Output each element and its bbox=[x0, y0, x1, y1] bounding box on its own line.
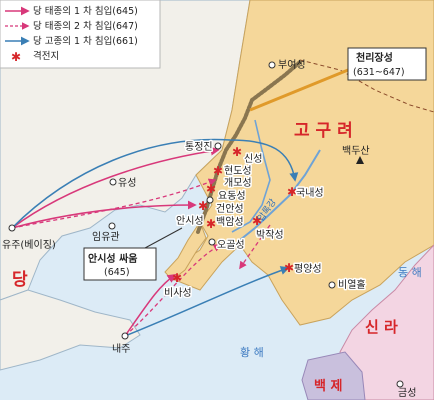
place-bakjak: 박작성 bbox=[256, 229, 284, 241]
region-tang: 당 bbox=[12, 270, 28, 290]
place-baegam: 백암성 bbox=[216, 216, 244, 228]
battle-marker-bakjak: ✱ bbox=[252, 214, 262, 228]
route-645-sea bbox=[124, 274, 177, 337]
dot-geonan bbox=[206, 196, 214, 204]
shandong-land bbox=[0, 289, 141, 371]
cheolli-leader-line bbox=[249, 68, 349, 112]
battle-marker-sinseong: ✱ bbox=[232, 145, 242, 159]
place-baekdu: 백두산 bbox=[342, 145, 370, 157]
place-ansi: 안시성 bbox=[176, 215, 204, 227]
dot-yuju bbox=[8, 224, 16, 232]
battle-marker-yodong: ✱ bbox=[206, 182, 216, 196]
ansi-year: (645) bbox=[104, 267, 130, 278]
amnok-river bbox=[239, 149, 321, 241]
route-647-sea bbox=[124, 244, 222, 337]
dot-tongjeong bbox=[214, 142, 222, 150]
battle-markers: ✱ ✱ ✱ ✱ ✱ ✱ ✱ ✱ ✱ bbox=[172, 145, 297, 285]
region-baekje: 백 제 bbox=[314, 379, 342, 394]
dot-geumseong bbox=[396, 380, 404, 388]
place-sinseong: 신성 bbox=[244, 153, 262, 165]
legend-first-invasion: 당 태종의 1 차 침입(645) bbox=[33, 5, 138, 17]
route-645-land bbox=[11, 146, 220, 229]
battle-marker-biseong: ✱ bbox=[172, 271, 182, 285]
mountain-icon bbox=[356, 156, 364, 164]
place-ogol: 오골성 bbox=[217, 239, 245, 251]
place-buyeo: 부여성 bbox=[278, 59, 306, 71]
place-biseong: 비사성 bbox=[164, 287, 192, 299]
place-gaemo: 개모성 bbox=[224, 177, 252, 189]
dot-ogol bbox=[208, 238, 216, 246]
sea-east: 동 해 bbox=[398, 265, 422, 279]
route-661-land bbox=[11, 138, 299, 229]
sea-yellow: 황 해 bbox=[240, 345, 264, 359]
place-imyugwan: 임유관 bbox=[92, 230, 120, 243]
goguryeo-land bbox=[174, 0, 434, 326]
legend-battle-site: 격전지 bbox=[33, 50, 59, 62]
ansi-box bbox=[83, 247, 157, 281]
dot-imyugwan bbox=[108, 222, 116, 230]
battle-marker-gungnae: ✱ bbox=[287, 185, 297, 199]
dot-naeju bbox=[121, 332, 129, 340]
legend-second-invasion: 당 태종의 2 차 침입(647) bbox=[33, 20, 138, 32]
place-geonan: 건안성 bbox=[216, 203, 244, 215]
dot-buyeo bbox=[268, 61, 276, 69]
place-yuseong: 유성 bbox=[118, 177, 136, 189]
ansi-leader-line bbox=[144, 227, 183, 249]
place-gungnae: 국내성 bbox=[296, 187, 324, 199]
legend: 당 태종의 1 차 침입(645) 당 태종의 2 차 침입(647) 당 고종… bbox=[0, 0, 161, 69]
place-hyeondo: 현도성 bbox=[224, 165, 252, 177]
region-silla: 신 라 bbox=[365, 318, 398, 336]
cheolli-callout: 천리장성 (631~647) bbox=[347, 47, 427, 81]
cheolli-title: 천리장성 bbox=[356, 51, 393, 64]
place-geumseong: 금성 bbox=[398, 387, 416, 399]
battle-marker-ansi: ✱ bbox=[198, 199, 208, 213]
region-goguryeo: 고 구 려 bbox=[294, 121, 353, 141]
legend-gaozong-invasion: 당 고종의 1 차 침입(661) bbox=[33, 35, 138, 47]
place-tongjeong: 통정진 bbox=[185, 141, 213, 153]
route-647-pursuit bbox=[239, 224, 271, 270]
place-pyeongyang: 평양성 bbox=[294, 263, 322, 275]
battle-marker-pyeongyang: ✱ bbox=[284, 261, 294, 275]
baekje-land bbox=[301, 351, 366, 400]
ansi-title: 안시성 싸움 bbox=[88, 252, 137, 265]
place-naeju: 내주 bbox=[112, 343, 130, 355]
place-yuju: 유주(베이징) bbox=[2, 239, 56, 251]
liao-river bbox=[231, 119, 271, 233]
place-yodong: 요동성 bbox=[218, 190, 246, 202]
legend-star-icon: ✱ bbox=[11, 50, 21, 64]
battle-marker-baegam: ✱ bbox=[206, 217, 216, 231]
northern-border-line bbox=[299, 59, 434, 113]
dot-biyeolhol bbox=[328, 281, 336, 289]
cheolli-box bbox=[347, 47, 427, 81]
battle-marker-hyeondo: ✱ bbox=[213, 164, 223, 178]
place-biyeolhol: 비열홀 bbox=[338, 278, 366, 291]
route-645-southern bbox=[11, 200, 197, 229]
silla-land bbox=[339, 244, 434, 400]
dot-yuseong bbox=[109, 178, 117, 186]
route-647-land bbox=[11, 178, 217, 229]
route-661-sea bbox=[124, 266, 290, 337]
town-dots bbox=[8, 61, 404, 388]
cheolli-years: (631~647) bbox=[353, 67, 405, 78]
ansi-callout: 안시성 싸움 (645) bbox=[83, 227, 183, 281]
